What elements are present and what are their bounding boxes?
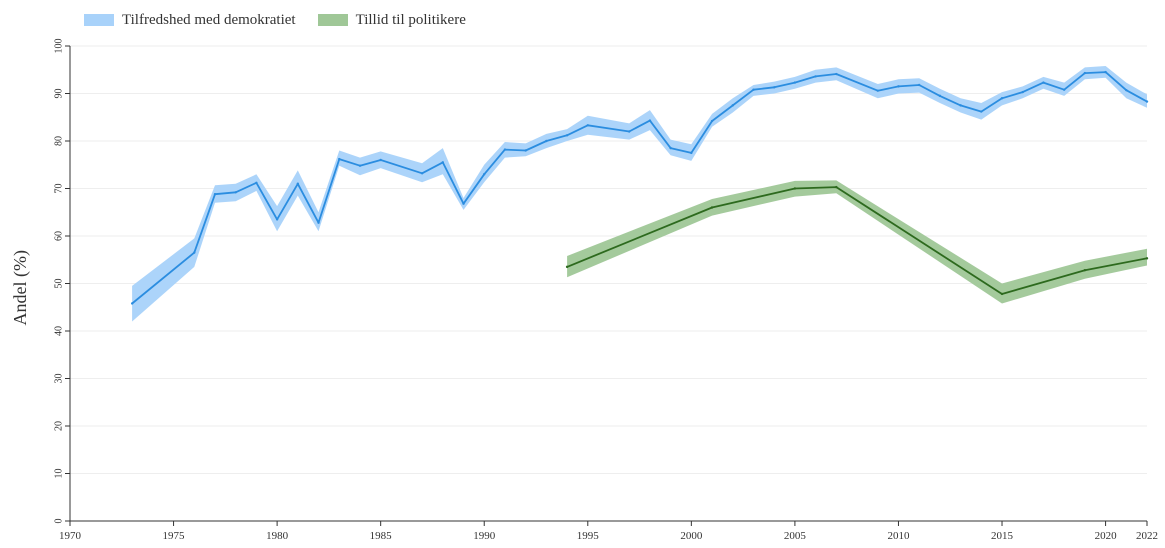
x-tick-label-1970: 1970	[59, 530, 82, 542]
data-point-satisfaction-1976	[193, 251, 196, 254]
legend-item-trust[interactable]: Tillid til politikere	[317, 11, 466, 29]
x-tick-label-2022: 2022	[1136, 530, 1158, 542]
data-point-satisfaction-1990	[483, 173, 486, 176]
legend-swatch-trust	[317, 14, 348, 26]
data-point-satisfaction-2014	[980, 110, 983, 113]
data-point-satisfaction-2012	[938, 94, 942, 98]
data-point-satisfaction-2013	[959, 104, 962, 107]
y-tick-label-90: 90	[53, 89, 64, 99]
data-point-satisfaction-1999	[669, 146, 672, 150]
x-tick-label-1995: 1995	[577, 530, 600, 542]
legend-label-trust: Tillid til politikere	[355, 11, 466, 28]
data-point-trust-1994	[565, 265, 569, 269]
data-point-satisfaction-1995	[586, 124, 589, 127]
x-tick-label-2015: 2015	[991, 530, 1014, 542]
x-tick-label-1990: 1990	[473, 530, 496, 542]
x-tick-label-1985: 1985	[370, 530, 393, 542]
data-point-satisfaction-1981	[296, 182, 300, 185]
data-point-trust-2022	[1145, 257, 1149, 260]
data-point-satisfaction-1973	[130, 302, 134, 305]
y-tick-label-50: 50	[53, 279, 64, 289]
data-point-satisfaction-2000	[690, 151, 693, 155]
data-point-satisfaction-1984	[358, 164, 362, 167]
data-point-satisfaction-1993	[545, 139, 548, 143]
data-point-satisfaction-1994	[565, 134, 569, 137]
data-point-trust-2001	[710, 206, 714, 209]
data-point-satisfaction-2021	[1125, 88, 1128, 92]
data-point-satisfaction-2004	[772, 86, 776, 89]
legend-item-satisfaction[interactable]: Tilfredshed med demokratiet	[84, 12, 296, 29]
data-point-satisfaction-1998	[648, 119, 652, 122]
confidence-band-satisfaction	[132, 66, 1148, 322]
data-point-satisfaction-2016	[1021, 90, 1024, 94]
data-point-satisfaction-1992	[524, 149, 527, 152]
data-point-satisfaction-1977	[213, 193, 217, 196]
x-tick-label-1975: 1975	[163, 530, 186, 542]
x-tick-label-2020: 2020	[1095, 530, 1118, 542]
data-point-satisfaction-2018	[1062, 88, 1066, 91]
y-tick-label-10: 10	[53, 469, 64, 479]
data-point-satisfaction-1987	[420, 172, 424, 175]
data-point-satisfaction-1997	[628, 130, 631, 133]
y-tick-label-20: 20	[53, 421, 64, 431]
data-point-satisfaction-2019	[1083, 71, 1087, 75]
data-point-satisfaction-1978	[234, 191, 237, 194]
y-tick-label-30: 30	[53, 374, 64, 384]
data-point-satisfaction-1979	[255, 181, 258, 184]
legend: Tilfredshed med demokratiet Tillid til p…	[84, 8, 488, 32]
x-tick-label-2005: 2005	[784, 530, 807, 542]
x-tick-label-2000: 2000	[680, 530, 703, 542]
y-tick-label-80: 80	[53, 136, 64, 146]
series-points-trust	[565, 185, 1149, 296]
confidence-band-trust	[567, 180, 1147, 304]
data-point-satisfaction-2015	[1000, 97, 1004, 100]
data-point-satisfaction-2003	[752, 88, 755, 91]
data-point-satisfaction-1988	[441, 161, 445, 164]
y-tick-label-100: 100	[53, 39, 64, 54]
data-point-trust-2015	[1000, 292, 1004, 296]
data-point-trust-2005	[793, 187, 797, 190]
data-point-satisfaction-1985	[379, 158, 382, 162]
data-point-satisfaction-2005	[793, 81, 797, 84]
legend-label-satisfaction: Tilfredshed med demokratiet	[122, 11, 296, 28]
y-tick-label-70: 70	[53, 184, 64, 194]
y-tick-label-60: 60	[53, 231, 64, 241]
x-tick-label-1980: 1980	[266, 530, 289, 542]
data-point-satisfaction-1980	[275, 218, 279, 221]
data-point-satisfaction-1982	[317, 221, 320, 224]
data-point-satisfaction-1991	[503, 148, 507, 151]
data-point-satisfaction-2010	[897, 85, 900, 88]
x-tick-label-2010: 2010	[887, 530, 910, 542]
data-point-satisfaction-2011	[917, 83, 921, 87]
data-point-satisfaction-2022	[1145, 100, 1149, 103]
data-point-satisfaction-2009	[876, 89, 879, 92]
data-point-satisfaction-1983	[338, 157, 341, 161]
data-point-trust-2007	[835, 185, 838, 189]
data-point-trust-2019	[1083, 269, 1087, 272]
data-point-satisfaction-2006	[814, 75, 817, 78]
data-point-satisfaction-2020	[1104, 70, 1107, 74]
legend-swatch-satisfaction	[84, 14, 114, 26]
data-point-satisfaction-1989	[462, 202, 465, 205]
data-point-satisfaction-2001	[710, 119, 714, 123]
y-tick-label-40: 40	[53, 326, 64, 336]
data-point-satisfaction-2002	[731, 104, 734, 107]
data-point-satisfaction-2007	[835, 72, 838, 76]
y-tick-label-0: 0	[53, 519, 64, 524]
data-point-satisfaction-2017	[1042, 81, 1045, 84]
series-points-satisfaction	[130, 70, 1149, 305]
